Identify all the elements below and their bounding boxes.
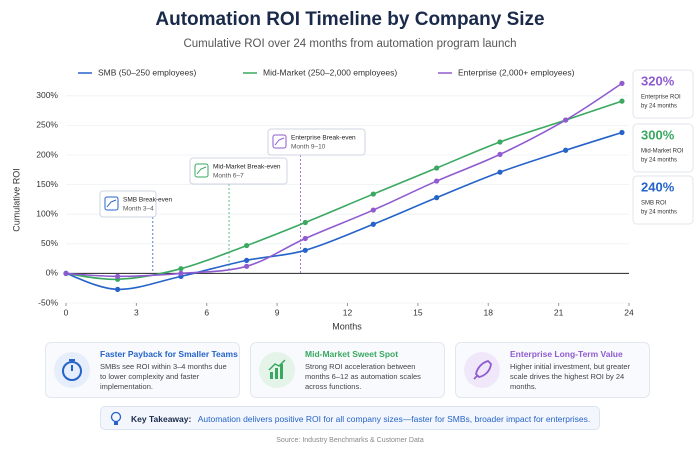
point bbox=[497, 169, 503, 175]
point bbox=[370, 221, 376, 227]
takeaway-text: Automation delivers positive ROI for all… bbox=[197, 414, 591, 424]
point bbox=[497, 139, 503, 145]
chart: Automation ROI Timeline by Company Size … bbox=[11, 9, 694, 331]
point bbox=[434, 178, 440, 184]
icon bbox=[110, 412, 122, 425]
point bbox=[434, 165, 440, 171]
annotation-box bbox=[99, 190, 157, 218]
point bbox=[497, 151, 503, 158]
point bbox=[370, 207, 376, 213]
annotation-text: Month 6–7 bbox=[213, 173, 244, 180]
annotation-text: Month 9–10 bbox=[291, 144, 326, 151]
point bbox=[563, 147, 569, 153]
point bbox=[302, 235, 308, 242]
callout-name: SMB ROI bbox=[641, 201, 667, 207]
annotation-title: Mid-Market Break-even bbox=[213, 164, 281, 171]
series-line bbox=[65, 82, 623, 278]
legend-label: Enterprise (2,000+ employees) bbox=[458, 67, 575, 77]
point bbox=[178, 270, 184, 276]
point bbox=[63, 270, 69, 276]
series-line bbox=[65, 100, 623, 281]
insight-text: Strong ROI acceleration between months 6… bbox=[305, 362, 421, 392]
point bbox=[178, 266, 184, 272]
annotation-icon bbox=[194, 163, 209, 178]
x-tick-label: 21 bbox=[554, 307, 564, 317]
source: Source: Industry Benchmarks & Customer D… bbox=[276, 437, 424, 444]
x-tick-label: 6 bbox=[204, 307, 209, 317]
insight-text: Higher initial investment, but greater s… bbox=[510, 362, 631, 392]
point bbox=[434, 195, 440, 201]
insight-title: Faster Payback for Smaller Teams bbox=[100, 349, 238, 359]
callout-box bbox=[632, 69, 694, 119]
annotation-box bbox=[189, 157, 288, 185]
x-tick-label: 12 bbox=[343, 307, 353, 317]
point bbox=[244, 257, 250, 263]
point bbox=[619, 129, 625, 136]
callout-note: by 24 months bbox=[641, 104, 677, 110]
annotation-icon bbox=[196, 166, 207, 175]
x-tick-label: 3 bbox=[134, 307, 139, 317]
point bbox=[619, 98, 625, 104]
callout-box bbox=[632, 123, 694, 173]
y-tick-label: 150% bbox=[36, 179, 58, 189]
insight-card: Mid-Market Sweet Spot Strong ROI acceler… bbox=[250, 342, 445, 398]
annotation-box bbox=[267, 128, 366, 156]
callout-name: Mid-Market ROI bbox=[641, 149, 684, 155]
point bbox=[302, 219, 308, 226]
x-tick-label: 9 bbox=[275, 307, 280, 317]
y-tick-label: 300% bbox=[36, 90, 58, 100]
x-tick-label: 0 bbox=[64, 307, 69, 317]
callout-value: 320% bbox=[641, 73, 675, 88]
x-tick-label: 24 bbox=[624, 307, 634, 317]
chart-title: Automation ROI Timeline by Company Size bbox=[155, 9, 544, 30]
insight-title: Enterprise Long-Term Value bbox=[510, 349, 623, 359]
annotation-icon bbox=[106, 199, 117, 208]
callout-value: 300% bbox=[641, 127, 675, 142]
insight-card: Enterprise Long-Term Value Higher initia… bbox=[455, 342, 650, 398]
annotation-title: Enterprise Break-even bbox=[291, 135, 356, 142]
annotation-text: Month 3–4 bbox=[123, 206, 154, 213]
x-tick-label: 15 bbox=[413, 307, 423, 317]
annotation-icon bbox=[274, 137, 285, 146]
annotation-icon bbox=[272, 134, 287, 149]
legend-label: Mid-Market (250–2,000 employees) bbox=[263, 67, 397, 77]
y-tick-label: 0% bbox=[46, 268, 59, 278]
series-line bbox=[65, 131, 623, 291]
y-axis-label: Cumulative ROI bbox=[11, 168, 21, 232]
insight-card: Faster Payback for Smaller Teams SMBs se… bbox=[45, 342, 240, 398]
y-tick-label: 100% bbox=[36, 208, 58, 218]
insight-text: SMBs see ROI within 3–4 months due to lo… bbox=[100, 362, 227, 392]
point bbox=[563, 117, 569, 123]
callout-note: by 24 months bbox=[641, 210, 677, 216]
point bbox=[302, 247, 308, 253]
y-tick-label: 50% bbox=[41, 238, 58, 248]
point bbox=[244, 263, 250, 269]
takeaway: Key Takeaway: Automation delivers positi… bbox=[100, 406, 600, 430]
icon bbox=[464, 352, 500, 388]
insight-title: Mid-Market Sweet Spot bbox=[305, 349, 399, 359]
y-tick-label: 200% bbox=[36, 149, 58, 159]
annotation-title: SMB Break-even bbox=[123, 197, 173, 204]
callout-name: Enterprise ROI bbox=[641, 95, 681, 101]
x-tick-label: 18 bbox=[484, 307, 494, 317]
y-tick-label: -50% bbox=[38, 297, 58, 307]
icon bbox=[259, 352, 295, 388]
annotation-icon bbox=[104, 196, 119, 211]
point bbox=[370, 191, 376, 197]
icon bbox=[54, 352, 90, 388]
callout-box bbox=[632, 175, 694, 225]
legend-label: SMB (50–250 employees) bbox=[98, 67, 196, 77]
point bbox=[244, 242, 250, 249]
takeaway-label: Key Takeaway: bbox=[131, 414, 192, 424]
callout-note: by 24 months bbox=[641, 158, 677, 164]
chart-subtitle: Cumulative ROI over 24 months from autom… bbox=[183, 38, 516, 50]
point bbox=[619, 80, 625, 86]
y-tick-label: 250% bbox=[36, 120, 58, 130]
point bbox=[115, 286, 121, 292]
x-axis-label: Months bbox=[332, 321, 362, 331]
callout-value: 240% bbox=[641, 179, 675, 194]
point bbox=[115, 273, 121, 279]
